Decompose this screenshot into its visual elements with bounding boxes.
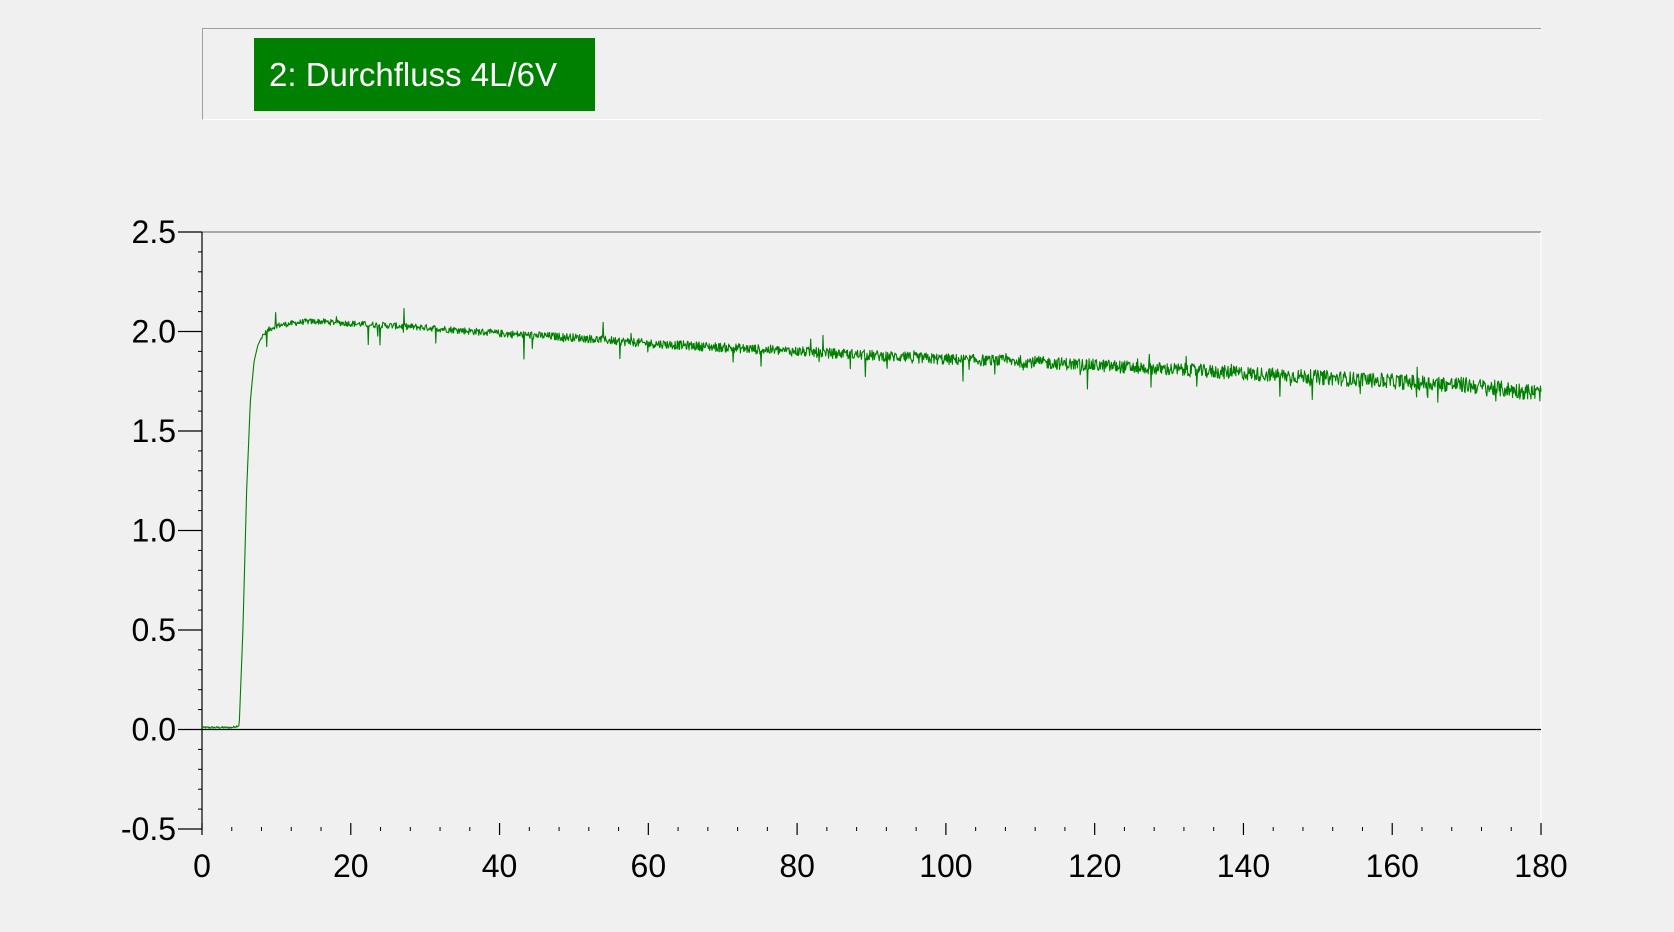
- x-tick-label: 80: [779, 848, 815, 884]
- legend-series-badge[interactable]: 2: Durchfluss 4L/6V: [254, 38, 595, 111]
- legend-panel: 2: Durchfluss 4L/6V: [202, 28, 1541, 120]
- minor-ticks: [198, 251, 1512, 831]
- series-layer: [201, 308, 1542, 729]
- y-tick-label: 1.0: [132, 513, 176, 549]
- y-tick-label: 2.0: [132, 314, 176, 350]
- series-line: [201, 308, 1542, 729]
- x-tick-label: 140: [1217, 848, 1270, 884]
- x-tick-label: 20: [333, 848, 369, 884]
- x-axis: 0 20 40 60 80 100 120 140 160 180: [193, 823, 1568, 884]
- x-tick-label: 120: [1068, 848, 1121, 884]
- plot-frame: [201, 231, 1542, 829]
- y-tick-label: 2.5: [132, 214, 176, 250]
- x-tick-label: 60: [631, 848, 667, 884]
- x-tick-label: 100: [919, 848, 972, 884]
- y-tick-label: 1.5: [132, 413, 176, 449]
- y-tick-label: -0.5: [121, 811, 176, 847]
- x-tick-label: 160: [1366, 848, 1419, 884]
- y-axis: -0.5 0.0 0.5 1.0 1.5 2.0 2.5: [121, 214, 202, 847]
- y-tick-label: 0.5: [132, 612, 176, 648]
- y-tick-label: 0.0: [132, 712, 176, 748]
- x-tick-label: 180: [1514, 848, 1567, 884]
- x-tick-label: 40: [482, 848, 518, 884]
- x-tick-label: 0: [193, 848, 211, 884]
